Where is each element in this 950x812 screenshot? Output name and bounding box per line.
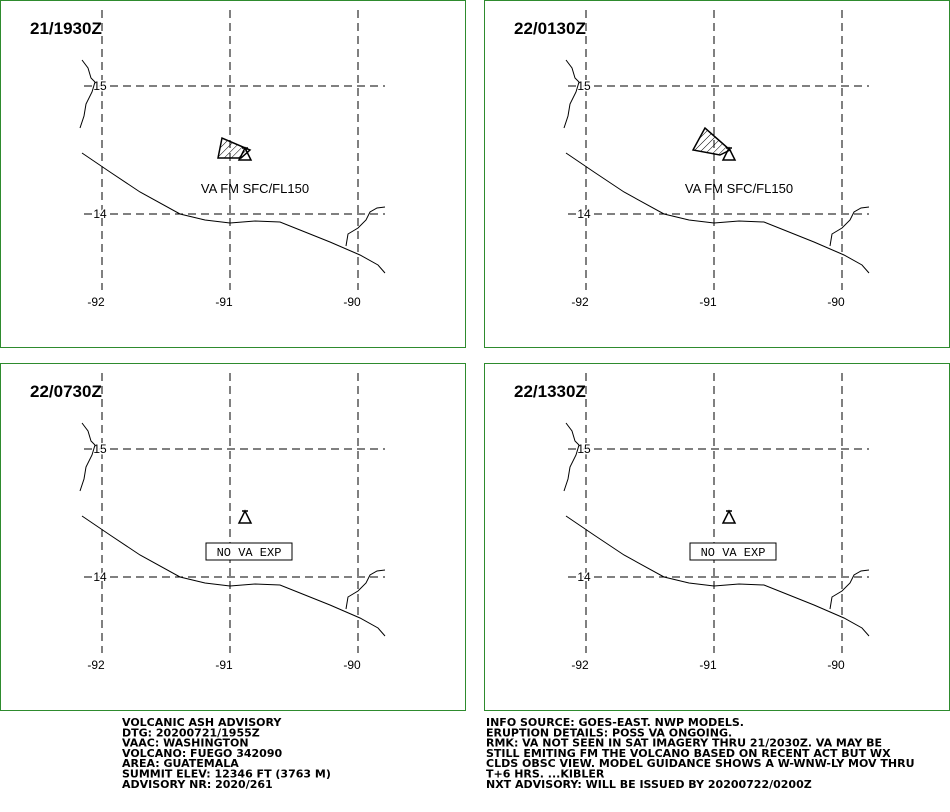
lat-label: 14	[577, 207, 591, 221]
lat-label: 15	[577, 79, 591, 93]
advisory-line: VOLCANIC ASH ADVISORY	[122, 716, 282, 729]
panel-border	[0, 363, 466, 711]
map-panel: -92 -91 -90 15 14 22/0130Z VA FM SFC/FL150	[484, 0, 950, 348]
coastline-north	[79, 422, 96, 492]
panel-border	[484, 363, 950, 711]
advisory-line: AREA: GUATEMALA	[122, 757, 239, 770]
coastline	[565, 515, 870, 637]
advisory-line: T+6 HRS. ...KIBLER	[486, 768, 605, 781]
lon-label: -92	[87, 658, 105, 672]
border	[829, 206, 870, 247]
lon-label: -92	[571, 295, 589, 309]
advisory-line: ADVISORY NR: 2020/261	[122, 778, 273, 791]
coastline	[81, 152, 386, 274]
map-panel: -92 -91 -90 15 14 21/1930Z VA FM SFC/FL150	[0, 0, 466, 348]
map-panel: -92 -91 -90 15 14 22/0730Z NO VA EXP	[0, 363, 466, 711]
lon-label: -91	[215, 295, 233, 309]
ash-annotation: NO VA EXP	[217, 546, 282, 560]
lat-label: 15	[93, 79, 107, 93]
annotation-box	[689, 542, 777, 561]
coastline-north	[563, 59, 580, 129]
lon-label: -91	[699, 295, 717, 309]
advisory-line: ERUPTION DETAILS: POSS VA ONGOING.	[486, 726, 732, 739]
advisory-line: SUMMIT ELEV: 12346 FT (3763 M)	[122, 768, 331, 781]
border	[345, 206, 386, 247]
lat-label: 14	[93, 207, 107, 221]
advisory-line: INFO SOURCE: GOES-EAST. NWP MODELS.	[486, 716, 744, 729]
advisory-line: VOLCANO: FUEGO 342090	[122, 747, 282, 760]
lat-label: 15	[577, 442, 591, 456]
border	[829, 569, 870, 610]
volcano-symbol	[721, 509, 737, 524]
lon-label: -90	[827, 658, 845, 672]
advisory-line: NXT ADVISORY: WILL BE ISSUED BY 20200722…	[486, 778, 812, 791]
advisory-line: CLDS OBSC VIEW. MODEL GUIDANCE SHOWS A W…	[486, 757, 915, 770]
map-panel: -92 -91 -90 15 14 22/1330Z NO VA EXP	[484, 363, 950, 711]
ash-annotation: NO VA EXP	[701, 546, 766, 560]
valid-time: 22/0730Z	[30, 382, 102, 401]
annotation-box	[205, 542, 293, 561]
lon-label: -90	[827, 295, 845, 309]
advisory-line: DTG: 20200721/1955Z	[122, 726, 260, 739]
lat-label: 14	[577, 570, 591, 584]
lat-label: 15	[93, 442, 107, 456]
border	[345, 569, 386, 610]
valid-time: 21/1930Z	[30, 19, 102, 38]
lon-label: -90	[343, 295, 361, 309]
advisory-line: VAAC: WASHINGTON	[122, 737, 249, 750]
lon-label: -92	[571, 658, 589, 672]
coastline-north	[563, 422, 580, 492]
valid-time: 22/0130Z	[514, 19, 586, 38]
lon-label: -91	[699, 658, 717, 672]
coastline-north	[79, 59, 96, 129]
volcano-symbol	[237, 146, 253, 161]
coastline	[81, 515, 386, 637]
volcano-symbol	[237, 509, 253, 524]
advisory-line: RMK: VA NOT SEEN IN SAT IMAGERY THRU 21/…	[486, 737, 882, 750]
valid-time: 22/1330Z	[514, 382, 586, 401]
lon-label: -91	[215, 658, 233, 672]
ash-annotation: VA FM SFC/FL150	[201, 181, 309, 196]
lon-label: -90	[343, 658, 361, 672]
panel-border	[484, 0, 950, 348]
coastline	[565, 152, 870, 274]
panel-border	[0, 0, 466, 348]
lat-label: 14	[93, 570, 107, 584]
advisory-line: STILL EMITING FM THE VOLCANO BASED ON RE…	[486, 747, 891, 760]
lon-label: -92	[87, 295, 105, 309]
ash-annotation: VA FM SFC/FL150	[685, 181, 793, 196]
volcano-symbol	[721, 146, 737, 161]
